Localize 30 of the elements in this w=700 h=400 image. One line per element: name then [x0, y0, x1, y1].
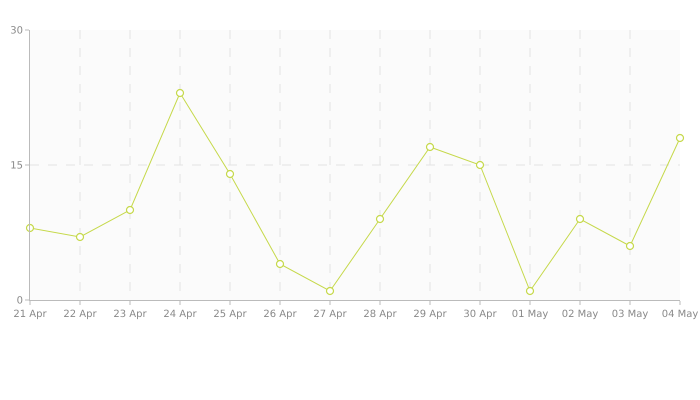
- point: [526, 286, 534, 296]
- x-tick-label: 02 May: [562, 309, 598, 320]
- x-tick-label: 30 Apr: [463, 309, 498, 320]
- point: [226, 170, 234, 178]
- point: [126, 206, 134, 214]
- y-tick-label: 30: [10, 26, 23, 36]
- point: [276, 260, 284, 268]
- x-tick-label: 21 Apr: [13, 309, 48, 320]
- point: [676, 134, 684, 142]
- y-tick-label: 0: [16, 296, 23, 306]
- x-tick-label: 26 Apr: [263, 309, 298, 320]
- x-tick-label: 22 Apr: [63, 309, 98, 320]
- point: [376, 214, 384, 224]
- x-tick-label: 03 May: [612, 309, 648, 320]
- point: [626, 242, 634, 250]
- point: [426, 142, 434, 152]
- x-tick-label: 04 May: [662, 309, 698, 320]
- x-tick-label: 25 Apr: [213, 309, 248, 320]
- x-tick-label: 27 Apr: [313, 309, 348, 320]
- x-tick-label: 28 Apr: [363, 309, 398, 320]
- x-tick-label: 23 Apr: [113, 309, 148, 320]
- x-tick-label: 29 Apr: [413, 309, 448, 320]
- point: [476, 160, 484, 170]
- point: [576, 214, 584, 224]
- point: [176, 88, 184, 98]
- x-tick-label: 01 May: [512, 309, 548, 320]
- y-tick-label: 15: [10, 160, 23, 172]
- x-tick-label: 24 Apr: [163, 309, 198, 320]
- point: [76, 232, 84, 242]
- point: [326, 286, 334, 296]
